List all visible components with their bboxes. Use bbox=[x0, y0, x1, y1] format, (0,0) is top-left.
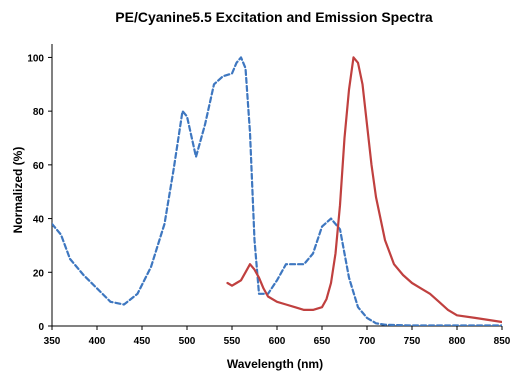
emission-series-line bbox=[226, 56, 502, 324]
x-tick-label: 650 bbox=[314, 336, 331, 347]
y-tick-label: 40 bbox=[33, 215, 45, 226]
x-tick-label: 450 bbox=[134, 336, 151, 347]
x-tick-label: 850 bbox=[494, 336, 511, 347]
x-tick-label: 600 bbox=[269, 336, 286, 347]
x-axis-label: Wavelength (nm) bbox=[227, 357, 323, 371]
x-tick-label: 700 bbox=[359, 336, 376, 347]
y-tick-label: 20 bbox=[33, 268, 45, 279]
y-axis-label: Normalized (%) bbox=[11, 147, 25, 234]
x-tick-label: 400 bbox=[89, 336, 106, 347]
x-tick-label: 350 bbox=[44, 336, 61, 347]
plot-area: 350 400 450 500 550 600 650 700 750 800 850 0 20 40 60… bbox=[27, 44, 511, 347]
y-tick-label: 0 bbox=[38, 322, 44, 333]
y-tick-label: 60 bbox=[33, 161, 45, 172]
y-tick-label: 100 bbox=[27, 53, 44, 64]
x-tick-label: 500 bbox=[179, 336, 196, 347]
x-tick-label: 550 bbox=[224, 336, 241, 347]
x-tick-label: 800 bbox=[449, 336, 466, 347]
chart-title: PE/Cyanine5.5 Excitation and Emission Sp… bbox=[115, 9, 433, 25]
y-tick-label: 80 bbox=[33, 107, 45, 118]
excitation-series-line bbox=[52, 56, 502, 326]
x-tick-label: 750 bbox=[404, 336, 421, 347]
